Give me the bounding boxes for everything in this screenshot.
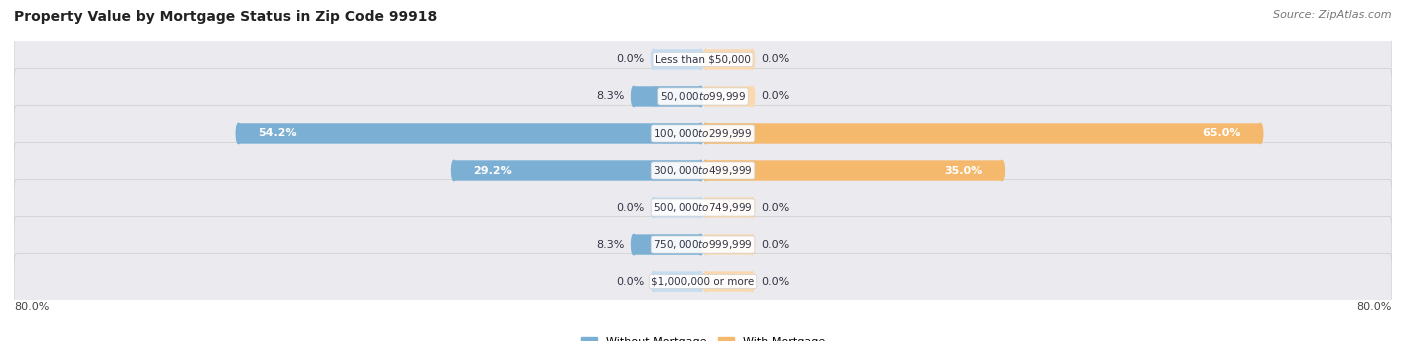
Circle shape [651, 49, 657, 70]
Circle shape [631, 86, 637, 107]
FancyBboxPatch shape [14, 105, 1392, 162]
Text: 54.2%: 54.2% [257, 129, 297, 138]
Circle shape [703, 160, 707, 181]
Legend: Without Mortgage, With Mortgage: Without Mortgage, With Mortgage [576, 332, 830, 341]
FancyBboxPatch shape [654, 197, 700, 218]
Circle shape [749, 197, 755, 218]
FancyBboxPatch shape [634, 86, 700, 107]
FancyBboxPatch shape [654, 123, 700, 144]
Circle shape [699, 86, 703, 107]
Circle shape [703, 123, 707, 144]
Circle shape [749, 234, 755, 255]
Circle shape [703, 271, 707, 292]
Circle shape [699, 49, 703, 70]
Text: $750,000 to $999,999: $750,000 to $999,999 [654, 238, 752, 251]
FancyBboxPatch shape [654, 234, 700, 255]
Circle shape [703, 86, 707, 107]
Text: 8.3%: 8.3% [596, 91, 624, 102]
FancyBboxPatch shape [654, 160, 700, 181]
Text: $1,000,000 or more: $1,000,000 or more [651, 277, 755, 286]
Text: 80.0%: 80.0% [14, 302, 49, 312]
Circle shape [703, 234, 707, 255]
FancyBboxPatch shape [14, 217, 1392, 273]
Circle shape [699, 123, 703, 144]
FancyBboxPatch shape [706, 123, 752, 144]
Circle shape [651, 197, 657, 218]
FancyBboxPatch shape [454, 160, 700, 181]
Text: 0.0%: 0.0% [762, 203, 790, 212]
Circle shape [749, 271, 755, 292]
Text: 8.3%: 8.3% [596, 239, 624, 250]
Circle shape [699, 86, 703, 107]
Circle shape [699, 271, 703, 292]
Text: 0.0%: 0.0% [616, 203, 644, 212]
FancyBboxPatch shape [706, 160, 1002, 181]
Circle shape [749, 160, 755, 181]
Circle shape [699, 123, 703, 144]
FancyBboxPatch shape [239, 123, 700, 144]
Text: 0.0%: 0.0% [762, 277, 790, 286]
Circle shape [699, 160, 703, 181]
Text: $500,000 to $749,999: $500,000 to $749,999 [654, 201, 752, 214]
Circle shape [631, 234, 637, 255]
Text: 29.2%: 29.2% [472, 165, 512, 176]
FancyBboxPatch shape [706, 271, 752, 292]
Circle shape [749, 49, 755, 70]
Circle shape [703, 123, 707, 144]
Text: 0.0%: 0.0% [616, 55, 644, 64]
Text: 0.0%: 0.0% [762, 239, 790, 250]
Circle shape [651, 86, 657, 107]
Text: $50,000 to $99,999: $50,000 to $99,999 [659, 90, 747, 103]
Circle shape [699, 234, 703, 255]
FancyBboxPatch shape [706, 160, 752, 181]
Text: 35.0%: 35.0% [945, 165, 983, 176]
Text: $100,000 to $299,999: $100,000 to $299,999 [654, 127, 752, 140]
Text: 65.0%: 65.0% [1202, 129, 1241, 138]
Text: Source: ZipAtlas.com: Source: ZipAtlas.com [1274, 10, 1392, 20]
FancyBboxPatch shape [634, 234, 700, 255]
FancyBboxPatch shape [14, 142, 1392, 199]
FancyBboxPatch shape [654, 271, 700, 292]
Circle shape [703, 197, 707, 218]
FancyBboxPatch shape [706, 86, 752, 107]
Circle shape [651, 123, 657, 144]
Circle shape [699, 234, 703, 255]
FancyBboxPatch shape [14, 31, 1392, 88]
FancyBboxPatch shape [654, 49, 700, 70]
Circle shape [1000, 160, 1004, 181]
Text: 0.0%: 0.0% [616, 277, 644, 286]
Circle shape [1258, 123, 1263, 144]
Text: 0.0%: 0.0% [762, 55, 790, 64]
Circle shape [699, 197, 703, 218]
FancyBboxPatch shape [654, 86, 700, 107]
Text: $300,000 to $499,999: $300,000 to $499,999 [654, 164, 752, 177]
Circle shape [699, 160, 703, 181]
Circle shape [651, 160, 657, 181]
Text: 0.0%: 0.0% [762, 91, 790, 102]
Text: 80.0%: 80.0% [1357, 302, 1392, 312]
Circle shape [703, 160, 707, 181]
FancyBboxPatch shape [706, 123, 1260, 144]
FancyBboxPatch shape [14, 68, 1392, 124]
FancyBboxPatch shape [706, 49, 752, 70]
FancyBboxPatch shape [706, 197, 752, 218]
FancyBboxPatch shape [706, 234, 752, 255]
Text: Less than $50,000: Less than $50,000 [655, 55, 751, 64]
Circle shape [703, 49, 707, 70]
Circle shape [651, 234, 657, 255]
Text: Property Value by Mortgage Status in Zip Code 99918: Property Value by Mortgage Status in Zip… [14, 10, 437, 24]
Circle shape [749, 86, 755, 107]
Circle shape [451, 160, 457, 181]
Circle shape [651, 271, 657, 292]
Circle shape [749, 123, 755, 144]
FancyBboxPatch shape [14, 179, 1392, 236]
Circle shape [236, 123, 240, 144]
FancyBboxPatch shape [14, 253, 1392, 310]
